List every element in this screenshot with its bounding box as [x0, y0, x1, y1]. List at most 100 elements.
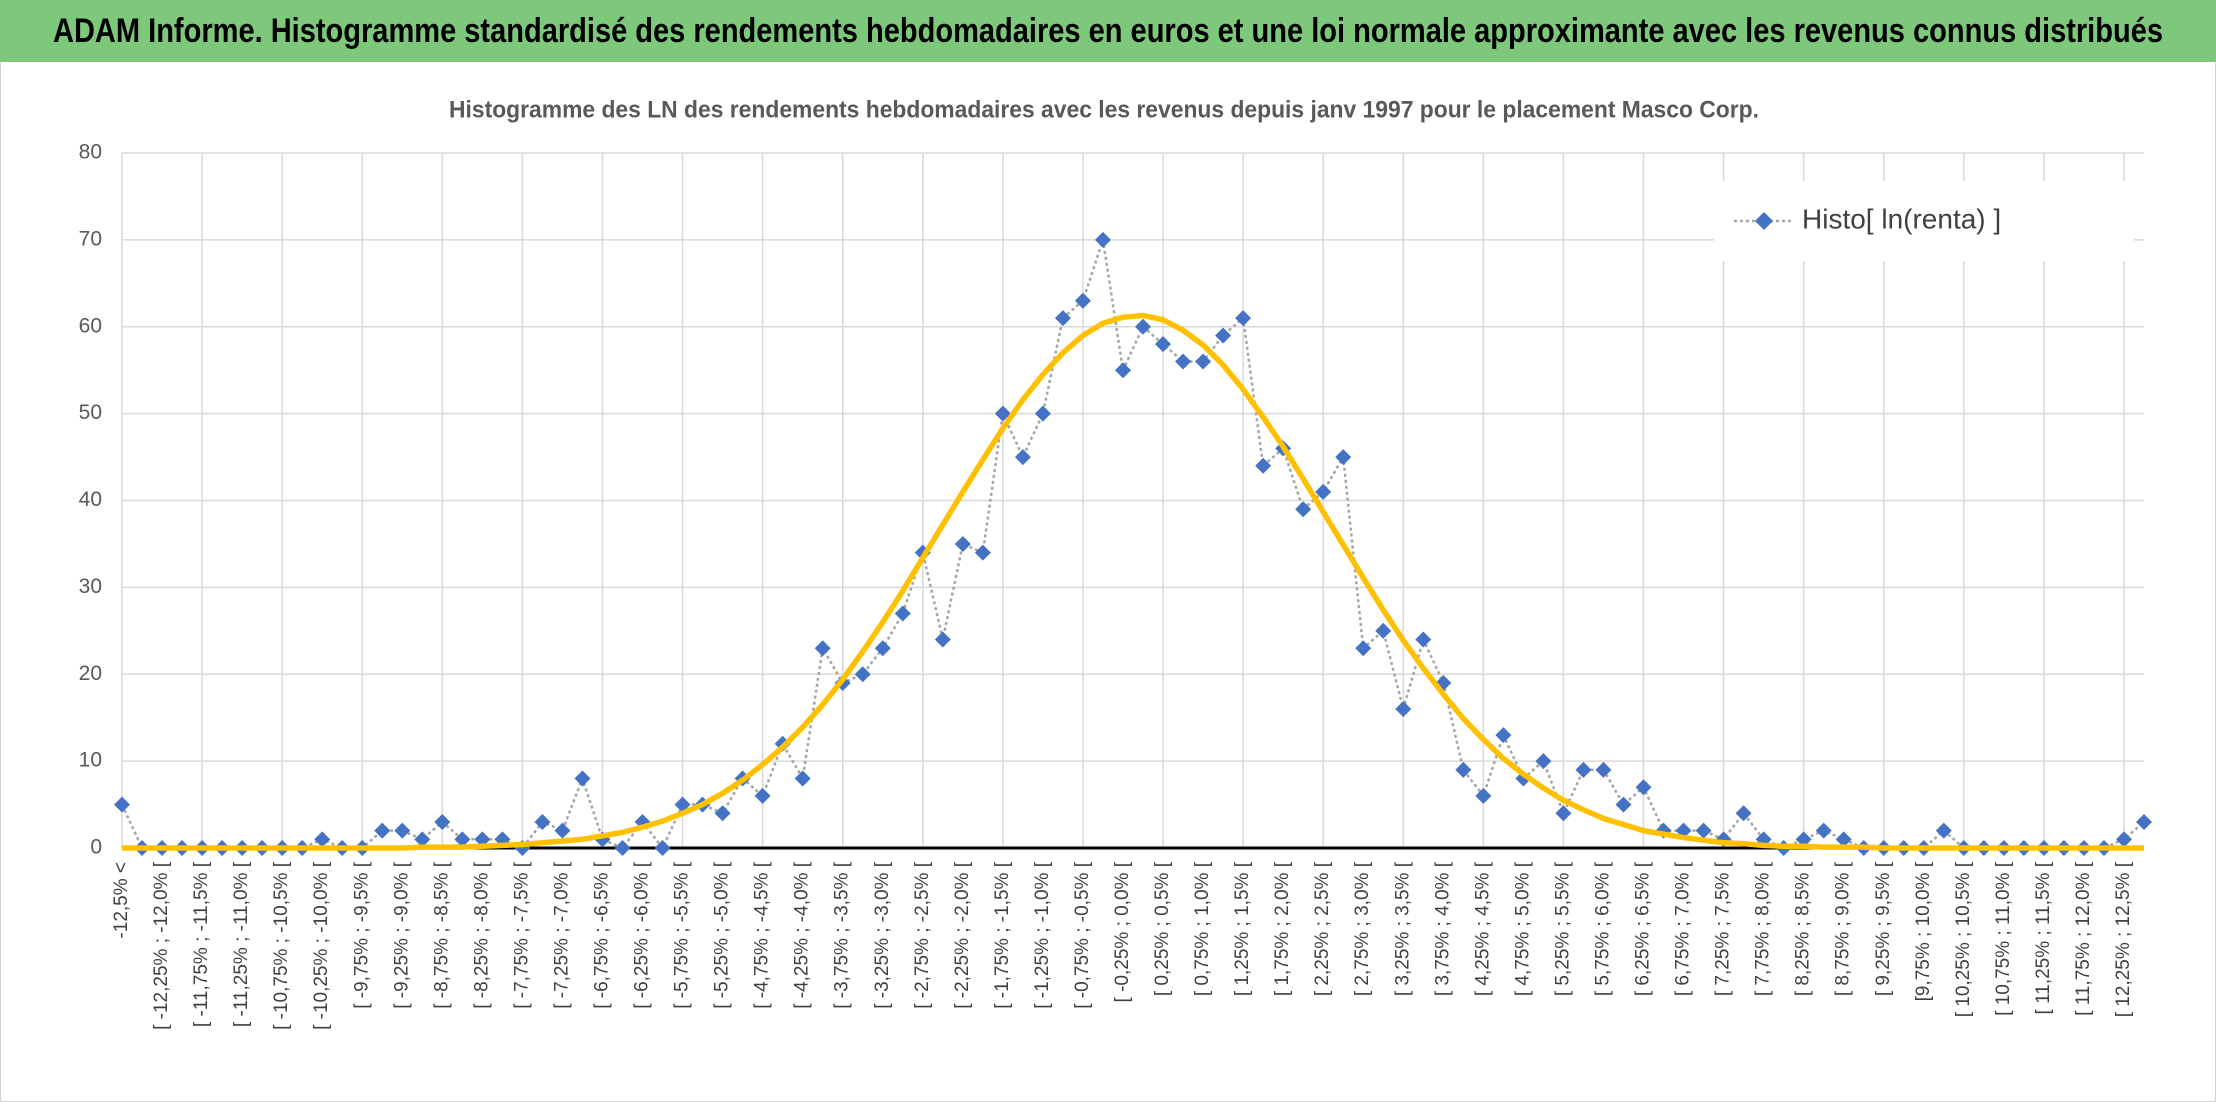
point: [954, 535, 971, 552]
point: [1635, 779, 1652, 796]
point: [1335, 449, 1352, 466]
point: [574, 770, 591, 787]
point: [1495, 727, 1512, 744]
point: [1014, 449, 1031, 466]
point: [1155, 336, 1172, 353]
point: [1074, 292, 1091, 309]
legend-marker: [1755, 212, 1773, 230]
x-tick-label: [9,75% ; 10,0% [: [1913, 861, 1934, 1001]
point: [1415, 631, 1432, 648]
point: [1535, 753, 1552, 770]
point: [1555, 805, 1572, 822]
point: [1375, 622, 1392, 639]
x-tick-label: [ -5,75% ; -5,5% [: [672, 861, 693, 1009]
x-tick-label: [ -8,25% ; -8,0% [: [471, 861, 492, 1009]
x-tick-label: [ 8,25% ; 8,5% [: [1793, 861, 1814, 996]
x-tick-label: [ 6,75% ; 7,0% [: [1673, 861, 1694, 996]
x-tick-label: [ 4,25% ; 4,5% [: [1472, 861, 1493, 996]
point: [1295, 501, 1312, 518]
point: [1135, 318, 1152, 335]
x-tick-label: [ 11,75% ; 12,0% [: [2073, 861, 2094, 1016]
x-tick-label: [ 5,25% ; 5,5% [: [1552, 861, 1573, 996]
x-tick-label: [ -6,75% ; -6,5% [: [591, 861, 612, 1009]
point: [894, 605, 911, 622]
curve: [122, 312, 2144, 851]
point: [1175, 353, 1192, 370]
point: [614, 840, 631, 856]
point: [454, 831, 471, 848]
point: [1455, 761, 1472, 778]
y-tick-label: 20: [79, 662, 102, 685]
point: [1195, 353, 1212, 370]
point: [394, 822, 411, 839]
x-tick-label: [ 10,75% ; 11,0% [: [1993, 861, 2014, 1016]
x-tick-label: [ -12,25% ; -12,0% [: [151, 861, 172, 1030]
chart-title: Histogramme des LN des rendements hebdom…: [449, 96, 1759, 123]
point: [1575, 761, 1592, 778]
point: [854, 666, 871, 683]
y-tick-label: 80: [79, 141, 102, 164]
x-tick-label: [ 4,75% ; 5,0% [: [1512, 861, 1533, 996]
x-tick-label: [ -0,75% ; -0,5% [: [1072, 861, 1093, 1009]
x-tick-label: [ -0,25% ; 0,0% [: [1112, 861, 1133, 1002]
x-tick-label: [ 3,75% ; 4,0% [: [1432, 861, 1453, 996]
point: [374, 822, 391, 839]
x-tick-label: [ -1,25% ; -1,0% [: [1032, 861, 1053, 1009]
y-tick-label: 40: [79, 488, 102, 511]
point: [1215, 327, 1232, 344]
point: [654, 840, 671, 856]
x-tick-label: [ -9,25% ; -9,0% [: [391, 861, 412, 1009]
x-tick-label: [ 1,75% ; 2,0% [: [1272, 861, 1293, 996]
point: [114, 796, 130, 813]
point: [1255, 457, 1272, 474]
point: [1795, 831, 1812, 848]
point: [1735, 805, 1752, 822]
point: [434, 813, 451, 830]
x-tick-label: [ -2,75% ; -2,5% [: [912, 861, 933, 1009]
point: [1355, 640, 1372, 657]
point: [1094, 231, 1111, 248]
point: [714, 805, 731, 822]
x-tick-label: [ 2,75% ; 3,0% [: [1352, 861, 1373, 996]
point: [1034, 405, 1051, 422]
point: [2115, 831, 2132, 848]
y-tick-label: 30: [79, 575, 102, 598]
y-tick-label: 50: [79, 401, 102, 424]
x-tick-label: [ 5,75% ; 6,0% [: [1592, 861, 1613, 996]
x-tick-label: [ 1,25% ; 1,5% [: [1232, 861, 1253, 996]
x-tick-label: [ -8,75% ; -8,5% [: [431, 861, 452, 1009]
point: [1835, 831, 1852, 848]
legend-label: Histo[ ln(renta) ]: [1802, 203, 2001, 234]
point: [1114, 362, 1131, 379]
point: [1815, 822, 1832, 839]
point: [1615, 796, 1632, 813]
x-tick-label: [ 0,25% ; 0,5% [: [1152, 861, 1173, 996]
point: [794, 770, 811, 787]
header-bar: [0, 0, 2216, 62]
x-tick-label: [ -3,75% ; -3,5% [: [832, 861, 853, 1009]
point: [2136, 813, 2152, 830]
x-tick-label: [ -10,25% ; -10,0% [: [311, 861, 332, 1030]
point: [1695, 822, 1712, 839]
x-tick-label: [ 2,25% ; 2,5% [: [1312, 861, 1333, 996]
x-tick-label: -12,5% <: [111, 862, 132, 939]
point: [974, 544, 991, 561]
point: [554, 822, 571, 839]
x-tick-label: [ 7,75% ; 8,0% [: [1753, 861, 1774, 996]
x-tick-label: [ -7,25% ; -7,0% [: [551, 861, 572, 1009]
point: [414, 831, 431, 848]
point: [1395, 701, 1412, 717]
point: [534, 813, 551, 830]
point: [1475, 787, 1492, 804]
x-tick-label: [ 7,25% ; 7,5% [: [1713, 861, 1734, 996]
point: [474, 831, 491, 848]
x-tick-label: [ -3,25% ; -3,0% [: [872, 861, 893, 1009]
y-tick-label: 60: [79, 314, 102, 337]
x-tick-label: [ -11,25% ; -11,0% [: [231, 861, 252, 1027]
x-tick-label: [ -9,75% ; -9,5% [: [351, 861, 372, 1009]
point: [754, 787, 771, 804]
point: [1595, 761, 1612, 778]
point: [814, 640, 831, 657]
point: [874, 640, 891, 657]
